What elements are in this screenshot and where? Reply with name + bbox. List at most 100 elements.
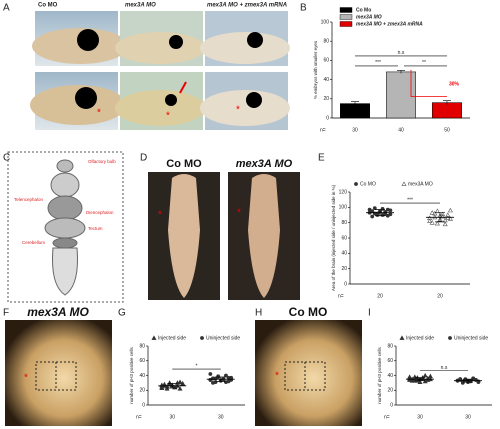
- legend-marker: [448, 336, 452, 340]
- y-axis-label: % embryos with smaller eyes: [313, 40, 318, 99]
- point: [460, 380, 465, 385]
- point: [409, 378, 415, 383]
- point: [434, 208, 440, 214]
- photo: *: [115, 72, 205, 130]
- sd-bar: [435, 212, 445, 223]
- point: [442, 221, 448, 227]
- point: [211, 380, 215, 385]
- arrow: [179, 81, 187, 94]
- point: [429, 210, 435, 215]
- photo-label: mex3A MO: [236, 158, 293, 170]
- panel-letter: B: [300, 3, 307, 14]
- legend-label: Injected side: [406, 335, 434, 341]
- point: [422, 372, 428, 378]
- y-tick-label: 80: [341, 220, 347, 226]
- legend-label: Co Mo: [356, 7, 371, 13]
- legend-swatch: [339, 21, 353, 27]
- panel-letter: E: [318, 153, 325, 164]
- n-label: n=: [338, 293, 344, 299]
- n-value: 40: [398, 127, 404, 133]
- photo-label: Co MO: [289, 305, 328, 319]
- n-value: 50: [444, 127, 450, 133]
- point: [434, 220, 440, 226]
- significance: ***: [407, 197, 413, 203]
- y-tick-label: 60: [387, 358, 393, 364]
- y-tick-label: 20: [139, 388, 145, 394]
- y-tick-label: 20: [387, 388, 393, 394]
- panel-a-photos: * * *: [30, 11, 290, 130]
- legend-label: Uninjected side: [454, 335, 488, 341]
- point: [388, 212, 393, 217]
- legend-marker: [401, 181, 407, 186]
- point: [224, 380, 228, 385]
- bar: [432, 102, 462, 119]
- panel-h-photo: *: [255, 320, 362, 426]
- y-tick-label: 100: [321, 19, 330, 25]
- sd-bar: [463, 378, 473, 383]
- panel-letter: C: [3, 153, 10, 164]
- y-tick-label: 20: [341, 266, 347, 272]
- y-tick-label: 60: [341, 235, 347, 241]
- photo: [32, 11, 128, 66]
- point: [370, 214, 375, 219]
- significance: ***: [375, 60, 381, 66]
- y-axis-label: number of pH3 positive cells: [377, 346, 382, 403]
- y-tick-label: 0: [390, 402, 393, 408]
- panel-letter: F: [3, 308, 9, 319]
- y-tick-label: 60: [323, 58, 329, 64]
- point: [427, 218, 433, 224]
- n-value: 20: [437, 293, 443, 299]
- y-tick-label: 20: [323, 96, 329, 102]
- point: [208, 372, 213, 376]
- point: [180, 380, 186, 386]
- legend-marker: [354, 182, 358, 186]
- n-value: 30: [169, 414, 175, 420]
- photo: [200, 11, 290, 66]
- y-tick-label: 80: [323, 39, 329, 45]
- panel-letter: H: [255, 308, 262, 319]
- point: [380, 213, 385, 217]
- point: [445, 215, 451, 220]
- point: [407, 374, 413, 379]
- region-label: Tectum: [88, 226, 103, 231]
- y-tick-label: 0: [326, 115, 329, 121]
- panel-c-diagram: [7, 151, 124, 303]
- n-label: n=: [320, 127, 326, 133]
- legend-label: mex3A MO: [356, 14, 382, 20]
- significance: n.s: [441, 365, 448, 371]
- sd-bar: [167, 383, 178, 389]
- sd-bar: [415, 377, 425, 382]
- photo: *: [30, 72, 126, 130]
- marker: *: [24, 373, 28, 384]
- panel-d-photos: * *: [148, 172, 300, 300]
- legend-marker: [399, 335, 405, 340]
- y-tick-label: 40: [139, 373, 145, 379]
- panel-letter: A: [3, 3, 10, 14]
- n-label: n=: [384, 414, 390, 420]
- column-label: mex3A MO + zmex3A mRNA: [207, 3, 287, 9]
- legend-label: mex3A MO: [408, 181, 433, 187]
- percentage: 30%: [449, 82, 460, 88]
- y-tick-label: 100: [339, 205, 348, 211]
- photo-label: Co MO: [166, 158, 202, 170]
- marker: *: [97, 108, 101, 119]
- y-tick-label: 40: [341, 251, 347, 257]
- n-value: 30: [352, 127, 358, 133]
- marker: *: [166, 111, 170, 122]
- n-value: 30: [465, 414, 471, 420]
- point: [177, 379, 183, 385]
- panel-letter: D: [140, 153, 147, 164]
- y-tick-label: 80: [139, 343, 145, 349]
- legend-marker: [151, 335, 157, 340]
- panel-letter: I: [368, 308, 371, 319]
- reduction-line: [410, 69, 447, 98]
- y-tick-label: 40: [387, 373, 393, 379]
- panel-f-photo: *: [5, 320, 112, 426]
- legend-swatch: [339, 7, 353, 13]
- marker: *: [275, 371, 279, 382]
- column-label: mex3A MO: [125, 3, 156, 9]
- y-tick-label: 80: [387, 343, 393, 349]
- point: [159, 385, 165, 390]
- point: [442, 217, 448, 223]
